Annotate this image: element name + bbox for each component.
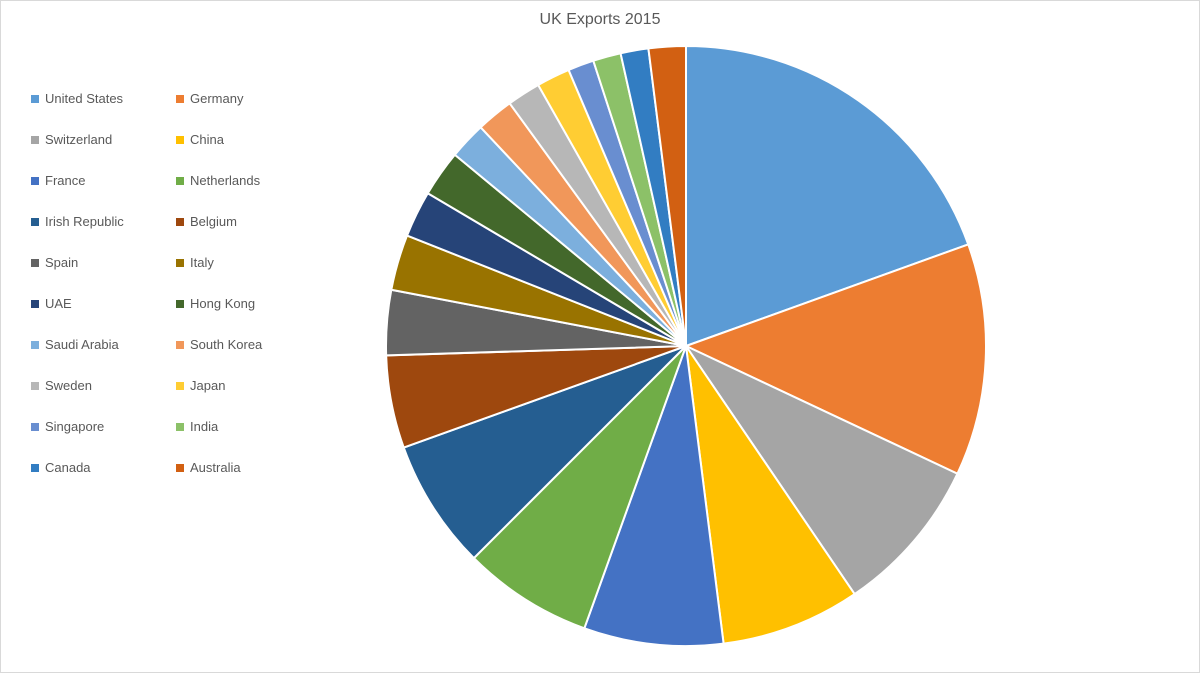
legend-swatch <box>31 95 39 103</box>
legend-swatch <box>176 423 184 431</box>
legend-item: Switzerland <box>31 132 166 147</box>
legend-item: Sweden <box>31 378 166 393</box>
pie-chart <box>381 41 991 651</box>
legend-item: United States <box>31 91 166 106</box>
legend-label: Sweden <box>45 378 92 393</box>
legend-label: Switzerland <box>45 132 112 147</box>
legend-swatch <box>31 177 39 185</box>
legend-item: Germany <box>176 91 311 106</box>
legend-label: France <box>45 173 85 188</box>
legend-label: Japan <box>190 378 225 393</box>
legend-swatch <box>176 95 184 103</box>
legend-swatch <box>176 300 184 308</box>
legend-label: Belgium <box>190 214 237 229</box>
legend-label: China <box>190 132 224 147</box>
legend-swatch <box>31 259 39 267</box>
legend-swatch <box>31 300 39 308</box>
legend-item: Japan <box>176 378 311 393</box>
legend-item: UAE <box>31 296 166 311</box>
legend-item: China <box>176 132 311 147</box>
legend-label: UAE <box>45 296 72 311</box>
legend-swatch <box>31 423 39 431</box>
legend-label: Saudi Arabia <box>45 337 119 352</box>
legend-label: India <box>190 419 218 434</box>
legend-swatch <box>176 464 184 472</box>
legend-item: Canada <box>31 460 166 475</box>
legend-item: Netherlands <box>176 173 311 188</box>
chart-title: UK Exports 2015 <box>1 11 1199 29</box>
legend-label: South Korea <box>190 337 262 352</box>
legend-swatch <box>176 177 184 185</box>
legend-item: Italy <box>176 255 311 270</box>
legend-item: Australia <box>176 460 311 475</box>
legend-item: Spain <box>31 255 166 270</box>
legend-swatch <box>31 341 39 349</box>
legend-item: Belgium <box>176 214 311 229</box>
legend: United States Germany Switzerland China Fran… <box>31 91 311 475</box>
legend-label: Australia <box>190 460 241 475</box>
legend-label: Irish Republic <box>45 214 124 229</box>
legend-item: France <box>31 173 166 188</box>
legend-label: United States <box>45 91 123 106</box>
legend-item: South Korea <box>176 337 311 352</box>
legend-label: Spain <box>45 255 78 270</box>
legend-swatch <box>31 218 39 226</box>
legend-item: Hong Kong <box>176 296 311 311</box>
legend-swatch <box>176 136 184 144</box>
legend-swatch <box>176 259 184 267</box>
legend-swatch <box>176 382 184 390</box>
legend-item: Irish Republic <box>31 214 166 229</box>
legend-label: Hong Kong <box>190 296 255 311</box>
legend-swatch <box>176 341 184 349</box>
legend-label: Netherlands <box>190 173 260 188</box>
legend-swatch <box>31 464 39 472</box>
chart-container: UK Exports 2015 United States Germany Swit… <box>0 0 1200 673</box>
legend-item: Saudi Arabia <box>31 337 166 352</box>
legend-label: Italy <box>190 255 214 270</box>
legend-item: Singapore <box>31 419 166 434</box>
legend-label: Germany <box>190 91 243 106</box>
legend-swatch <box>176 218 184 226</box>
legend-item: India <box>176 419 311 434</box>
legend-label: Singapore <box>45 419 104 434</box>
legend-label: Canada <box>45 460 91 475</box>
legend-swatch <box>31 382 39 390</box>
legend-swatch <box>31 136 39 144</box>
